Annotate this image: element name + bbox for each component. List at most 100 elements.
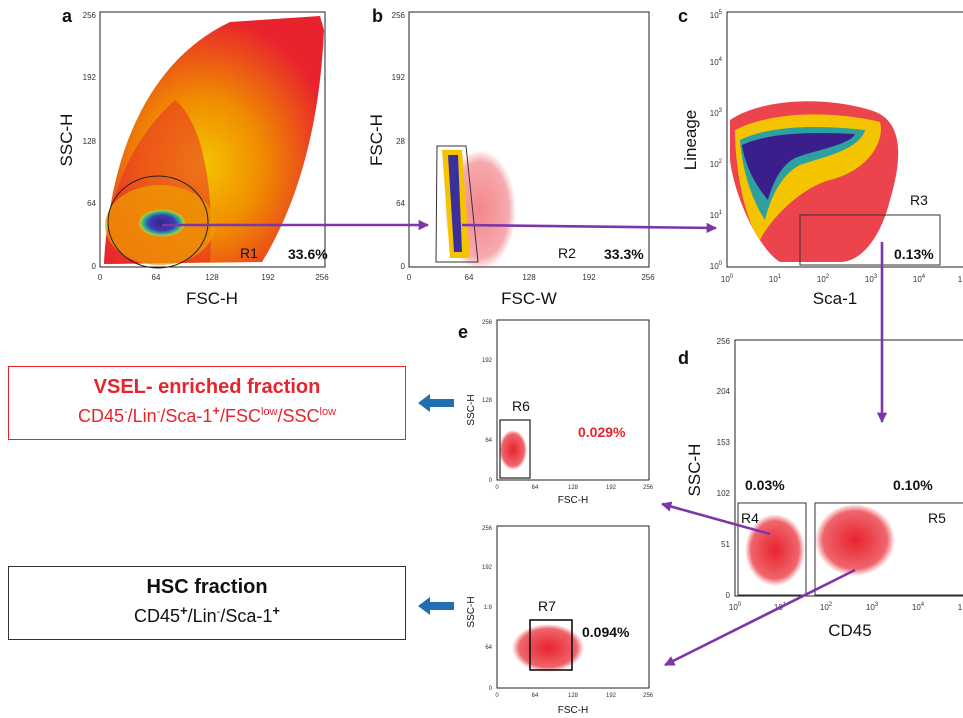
y-tick: 256: [482, 526, 493, 532]
gate-r1: [107, 175, 209, 269]
x-axis-title-a: FSC-H: [186, 289, 238, 308]
gate-label-r6: R6: [512, 398, 530, 414]
x-tick: 128: [205, 273, 219, 282]
y-tick: 0: [489, 686, 493, 692]
x-tick: 192: [606, 693, 617, 699]
x-ticks-b: 0 64 128 192 256: [407, 273, 655, 282]
x-tick: 64: [532, 693, 539, 699]
panel-c: c R3 0.13% 100 101 102 103 104 1 100 101…: [678, 6, 963, 308]
x-tick: 192: [606, 485, 617, 491]
y-tick: 64: [396, 199, 405, 208]
y-tick: 104: [710, 57, 723, 67]
scatter-cluster-r6: [499, 430, 527, 470]
density-core-a: [138, 209, 186, 237]
y-tick: 101: [710, 210, 723, 220]
y-tick: 1:8: [484, 605, 493, 611]
percent-r4: 0.03%: [745, 477, 785, 493]
panel-d: d R4 R5 0.03% 0.10% 100 101 102 103 104 …: [678, 337, 963, 640]
y-tick: 256: [83, 11, 97, 20]
y-tick: 204: [717, 387, 731, 396]
scatter-cluster-r7: [512, 624, 584, 672]
x-tick: 104: [912, 602, 925, 612]
gate-label-r3: R3: [910, 192, 928, 208]
y-tick: 0: [726, 591, 731, 600]
y-axis-title-f: SSC-H: [466, 596, 477, 627]
y-tick: 102: [717, 489, 731, 498]
y-tick: 192: [83, 73, 97, 82]
y-tick: 64: [485, 645, 492, 651]
x-tick: 128: [568, 693, 579, 699]
x-ticks-a: 0 64 128 192 256: [98, 273, 329, 282]
arrow-d-to-e: [660, 501, 771, 536]
plot-frame-b: [408, 11, 650, 268]
x-tick: 1: [958, 603, 963, 612]
panel-b: b R2 33.3% 0 64 128 192 256 0 64 28 192 …: [367, 6, 655, 308]
x-tick: 128: [568, 485, 579, 491]
vsel-fraction-title: VSEL- enriched fraction: [93, 376, 321, 398]
y-tick: 153: [717, 438, 731, 447]
left-arrow-icon: [418, 394, 454, 412]
gate-label-r4: R4: [741, 510, 759, 526]
y-tick: 0: [92, 262, 97, 271]
vsel-fraction-markers: CD45-/Lin-/Sca-1+/FSClow/SSClow: [77, 403, 337, 426]
y-ticks-f: 0 64 1:8 192 256: [482, 526, 493, 692]
y-tick: 0: [489, 478, 493, 484]
x-tick: 64: [465, 273, 474, 282]
gate-r6: [499, 419, 531, 479]
panel-e: e R6 0.029% 0 64 128 192 256 0 64 128 19…: [458, 319, 654, 506]
y-tick: 64: [87, 199, 96, 208]
y-tick: 128: [482, 398, 493, 404]
gate-r3: [799, 214, 941, 266]
x-tick: 256: [643, 485, 654, 491]
vsel-fraction-box: VSEL- enriched fraction CD45-/Lin-/Sca-1…: [8, 366, 406, 440]
x-tick: 192: [582, 273, 596, 282]
x-axis-title-c: Sca-1: [813, 289, 857, 308]
x-axis-title-b: FSC-W: [501, 289, 557, 308]
hsc-fraction-title: HSC fraction: [146, 576, 268, 598]
gate-r7: [529, 619, 573, 671]
x-axis-title-d: CD45: [828, 621, 871, 640]
x-tick: 102: [820, 602, 833, 612]
y-axis-title-c: Lineage: [681, 110, 700, 171]
x-ticks-c: 100 101 102 103 104 1: [721, 274, 963, 284]
gate-label-r1: R1: [240, 245, 258, 261]
x-tick: 0: [495, 485, 499, 491]
x-tick: 192: [261, 273, 275, 282]
panel-letter-b: b: [372, 6, 383, 26]
y-axis-title-e: SSC-H: [466, 394, 477, 425]
gate-label-r7: R7: [538, 598, 556, 614]
y-tick: 105: [710, 10, 723, 20]
x-tick: 1: [958, 275, 963, 284]
y-tick: 51: [721, 540, 730, 549]
y-tick: 64: [485, 438, 492, 444]
gate-r5: [814, 502, 963, 596]
x-tick: 64: [152, 273, 161, 282]
scatter-cluster-r5: [815, 504, 895, 576]
percent-r6: 0.029%: [578, 424, 626, 440]
y-ticks-d: 0 51 102 153 204 256: [717, 337, 731, 600]
density-core-b: [448, 155, 462, 252]
x-tick: 0: [98, 273, 103, 282]
x-ticks-f: 0 64 128 192 256: [495, 693, 653, 699]
y-tick: 102: [710, 159, 723, 169]
percent-r7: 0.094%: [582, 624, 630, 640]
arrow-d-to-f: [664, 568, 856, 667]
arrow-b-to-c: [461, 222, 718, 234]
percent-r1: 33.6%: [288, 246, 328, 262]
gate-label-r5: R5: [928, 510, 946, 526]
y-tick: 192: [482, 358, 493, 364]
gate-label-r2: R2: [558, 245, 576, 261]
y-tick: 0: [401, 262, 406, 271]
percent-r5: 0.10%: [893, 477, 933, 493]
y-tick: 256: [392, 11, 406, 20]
panel-letter-a: a: [62, 6, 73, 26]
x-tick: 102: [817, 274, 830, 284]
gate-r4: [737, 502, 807, 596]
panel-letter-c: c: [678, 6, 688, 26]
y-axis-title-b: FSC-H: [367, 114, 386, 166]
y-axis-title-a: SSC-H: [57, 114, 76, 167]
x-tick: 100: [721, 274, 734, 284]
left-arrow-icon: [418, 597, 454, 615]
flow-arrows: [162, 219, 888, 667]
